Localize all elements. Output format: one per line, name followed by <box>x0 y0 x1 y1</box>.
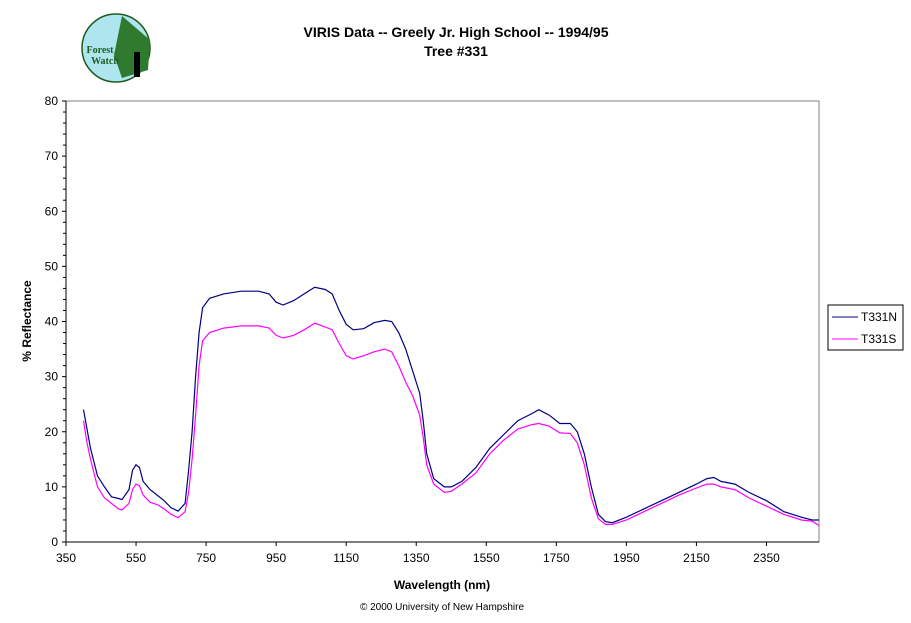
x-tick-label: 750 <box>196 551 216 565</box>
x-axis-label: Wavelength (nm) <box>394 578 490 592</box>
x-tick-label: 2350 <box>753 551 780 565</box>
x-tick-label: 1150 <box>333 551 359 565</box>
y-tick-label: 50 <box>45 259 59 273</box>
x-tick-label: 1350 <box>403 551 430 565</box>
y-tick-label: 10 <box>45 480 59 494</box>
legend-label-t331s: T331S <box>861 332 896 346</box>
legend-label-t331n: T331N <box>861 310 897 324</box>
x-tick-label: 950 <box>266 551 286 565</box>
x-tick-label: 1750 <box>543 551 570 565</box>
y-tick-label: 70 <box>45 149 59 163</box>
y-tick-label: 80 <box>45 94 59 108</box>
y-axis-label: % Reflectance <box>20 280 34 362</box>
x-tick-label: 1950 <box>613 551 640 565</box>
legend: T331N T331S <box>827 304 904 351</box>
svg-text:Forest: Forest <box>86 45 114 56</box>
chart-subtitle: Tree #331 <box>424 43 488 59</box>
x-tick-label: 2150 <box>683 551 710 565</box>
series-line-t331s <box>82 322 820 527</box>
x-tick-label: 1550 <box>473 551 500 565</box>
x-tick-label: 350 <box>56 551 76 565</box>
y-tick-label: 40 <box>45 315 59 329</box>
y-tick-label: 60 <box>45 204 59 218</box>
copyright-footer: © 2000 University of New Hampshire <box>360 602 525 613</box>
forest-watch-logo: Forest Watch <box>81 13 151 83</box>
series-line-t331n <box>82 286 819 524</box>
x-tick-label: 550 <box>126 551 146 565</box>
chart-title: VIRIS Data -- Greely Jr. High School -- … <box>304 24 609 40</box>
plot-area <box>65 100 820 543</box>
y-tick-label: 30 <box>45 370 59 384</box>
y-tick-label: 20 <box>45 425 59 439</box>
svg-text:Watch: Watch <box>91 56 119 67</box>
y-tick-label: 0 <box>51 535 58 549</box>
legend-box <box>827 304 904 351</box>
